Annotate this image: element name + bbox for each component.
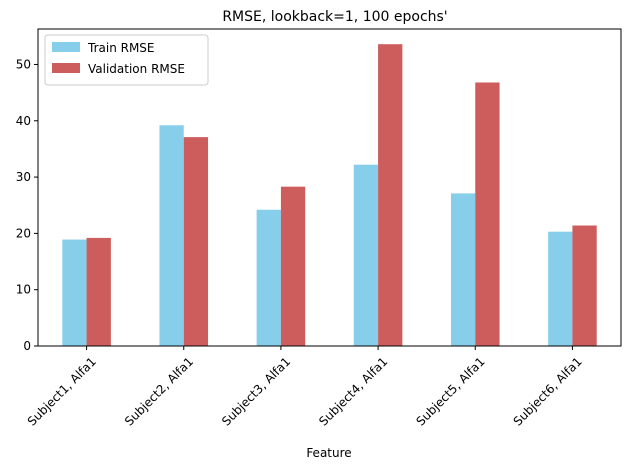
y-tick-label: 20 [16, 226, 31, 240]
x-tick-label: Subject4, Alfa1 [316, 354, 390, 428]
x-tick-label: Subject5, Alfa1 [413, 354, 487, 428]
plot-frame [37, 28, 622, 347]
bar-validation-4 [378, 44, 403, 346]
x-tick-label: Subject6, Alfa1 [511, 354, 585, 428]
bar-validation-5 [475, 82, 500, 347]
legend-label-train: Train RMSE [87, 41, 155, 55]
chart-title: RMSE, lookback=1, 100 epochs' [222, 9, 447, 25]
x-axis: Subject1, Alfa1 Subject2, Alfa1 Subject3, … [25, 346, 585, 429]
legend-swatch-train [52, 42, 80, 52]
bar-validation-3 [280, 186, 306, 346]
bar-validation-6 [572, 225, 597, 346]
legend-swatch-validation [52, 63, 80, 73]
x-tick-label: Subject1, Alfa1 [25, 354, 99, 428]
legend-box [44, 34, 209, 86]
bars-layer [62, 44, 597, 347]
y-axis: 0 10 20 30 40 50 [16, 57, 38, 353]
bar-train-3 [256, 209, 281, 346]
bar-train-2 [159, 125, 184, 346]
y-tick-label: 40 [16, 114, 31, 128]
bar-train-6 [548, 231, 573, 346]
bar-train-5 [450, 193, 476, 346]
y-tick-label: 50 [16, 57, 31, 71]
y-tick-label: 30 [16, 170, 31, 184]
legend-label-validation: Validation RMSE [88, 62, 185, 76]
bar-validation-2 [183, 137, 209, 346]
bar-validation-1 [86, 237, 111, 346]
x-tick-label: Subject2, Alfa1 [122, 354, 196, 428]
y-tick-label: 0 [23, 339, 31, 353]
bar-train-1 [62, 239, 87, 346]
x-tick-label: Subject3, Alfa1 [219, 354, 293, 428]
legend: Train RMSE Validation RMSE [44, 34, 209, 86]
bar-train-4 [353, 164, 379, 346]
x-axis-label: Feature [306, 446, 351, 460]
y-tick-label: 10 [16, 283, 31, 297]
